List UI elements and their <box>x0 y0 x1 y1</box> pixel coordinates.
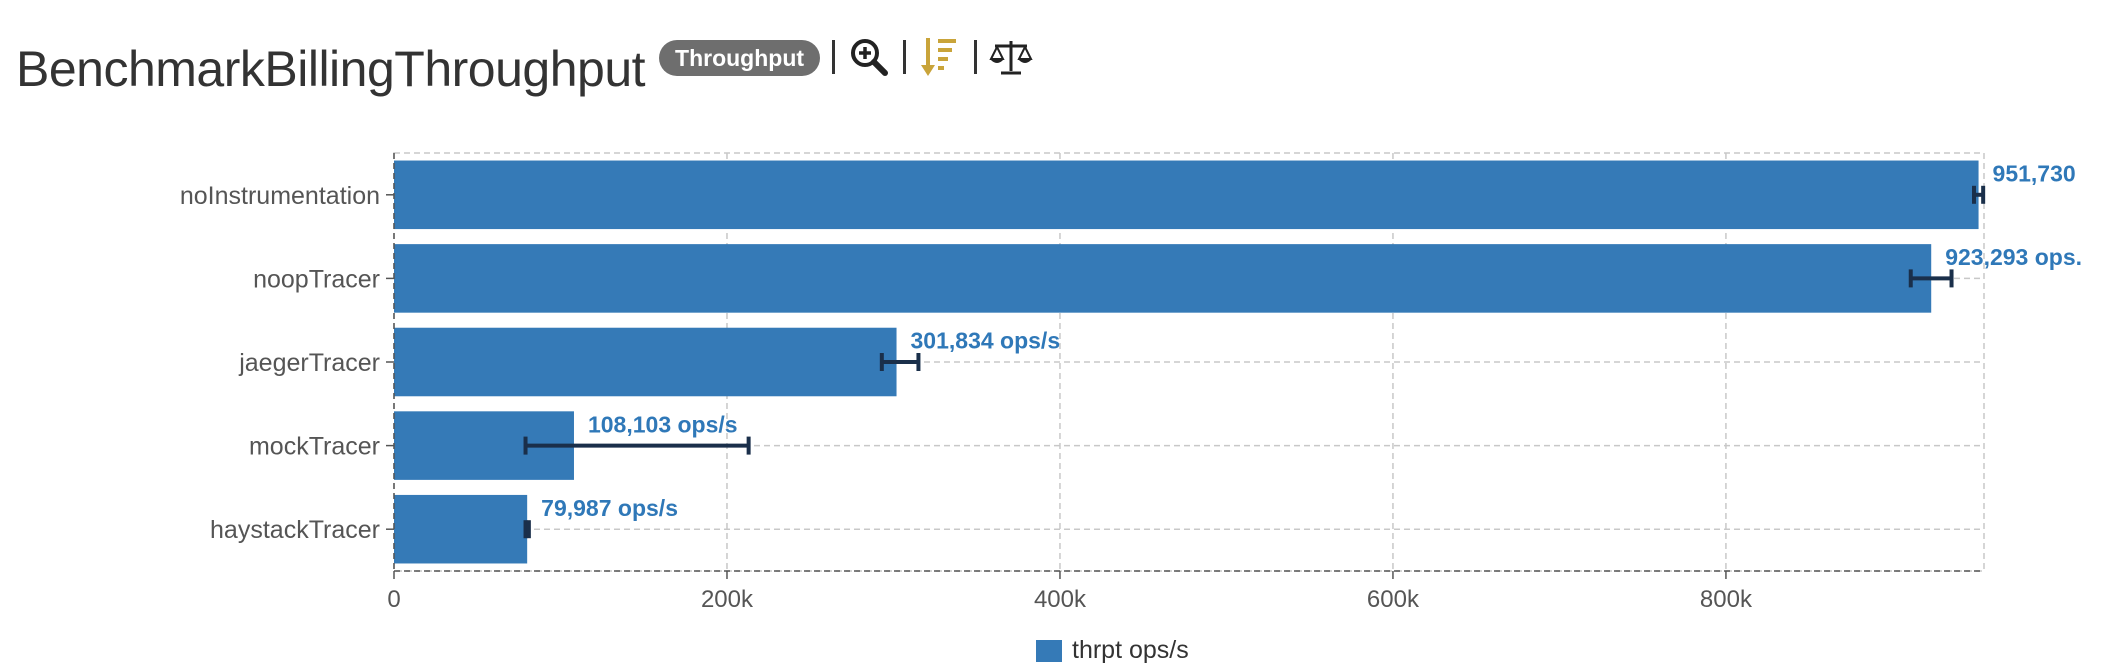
x-tick-label: 400k <box>1034 586 1087 613</box>
category-label: jaegerTracer <box>238 349 380 377</box>
balance-scale-icon[interactable] <box>989 35 1033 79</box>
toolbar-divider <box>903 40 907 74</box>
axes: 0 200k 400k 600k 800k noInstrumentation noopTr… <box>180 153 1984 613</box>
x-tick-label: 800k <box>1700 586 1753 613</box>
bar-noInstrumentation[interactable] <box>394 160 1979 230</box>
page-title: BenchmarkBillingThroughput <box>16 41 646 97</box>
x-tick-label: 200k <box>701 586 754 613</box>
category-label: mockTracer <box>249 433 380 461</box>
data-label: 301,834 ops/s <box>911 328 1061 354</box>
sort-descending-icon[interactable] <box>918 35 962 79</box>
legend-label[interactable]: thrpt ops/s <box>1072 636 1189 664</box>
data-label: 79,987 ops/s <box>541 495 678 521</box>
x-tick-label: 0 <box>387 586 400 613</box>
metric-badge[interactable]: Throughput <box>659 40 821 76</box>
bars: 951,730 923,293 ops. 301,834 ops/s 108,103 … <box>394 160 2082 564</box>
toolbar-divider <box>974 40 978 74</box>
data-label: 923,293 ops. <box>1945 244 2082 270</box>
data-label: 951,730 <box>1993 161 2076 187</box>
bar-haystackTracer[interactable] <box>394 494 528 564</box>
data-label: 108,103 ops/s <box>588 411 738 437</box>
category-label: noInstrumentation <box>180 182 380 210</box>
x-tick-label: 600k <box>1367 586 1420 613</box>
chart-header: BenchmarkBillingThroughput Throughput <box>16 34 1033 104</box>
zoom-in-icon[interactable] <box>847 35 891 79</box>
bar-noopTracer[interactable] <box>394 244 1932 313</box>
legend-swatch[interactable] <box>1036 640 1062 662</box>
category-label: haystackTracer <box>210 516 380 544</box>
category-label: noopTracer <box>253 265 380 293</box>
bar-jaegerTracer[interactable] <box>394 327 897 397</box>
toolbar-divider <box>832 40 836 74</box>
legend[interactable]: thrpt ops/s <box>1036 636 1189 664</box>
